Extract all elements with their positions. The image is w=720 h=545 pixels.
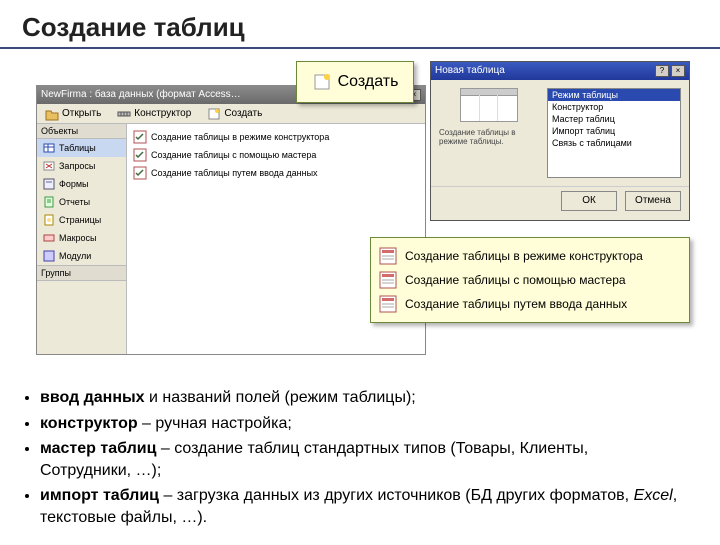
- design-label: Конструктор: [134, 108, 191, 119]
- ok-button[interactable]: ОК: [561, 191, 617, 211]
- nav-item-label: Запросы: [59, 161, 95, 171]
- nav-item-macro[interactable]: Макросы: [37, 229, 126, 247]
- wizard-icon: [133, 166, 147, 180]
- bullet-3: импорт таблиц – загрузка данных из други…: [40, 485, 680, 528]
- nav-item-form[interactable]: Формы: [37, 175, 126, 193]
- open-button[interactable]: Открыть: [41, 105, 105, 123]
- highlight-option-label: Создание таблицы с помощью мастера: [405, 273, 626, 287]
- bullet-0: ввод данных и названий полей (режим табл…: [40, 387, 680, 409]
- open-icon: [45, 107, 59, 121]
- report-icon: [43, 196, 55, 208]
- nav-item-label: Отчеты: [59, 197, 90, 207]
- nav-item-label: Таблицы: [59, 143, 96, 153]
- highlight-option-label: Создание таблицы путем ввода данных: [405, 297, 627, 311]
- open-label: Открыть: [62, 108, 101, 119]
- dialog-list[interactable]: Режим таблицыКонструкторМастер таблицИмп…: [547, 88, 681, 178]
- dialog-list-item-0[interactable]: Режим таблицы: [548, 89, 680, 101]
- nav-header: Объекты: [37, 124, 126, 139]
- create-option-2[interactable]: Создание таблицы путем ввода данных: [131, 164, 421, 182]
- dialog-preview: Создание таблицы в режиме таблицы.: [439, 88, 539, 178]
- highlight-options: Создание таблицы в режиме конструктора Со…: [370, 237, 690, 323]
- highlight-option-2: Создание таблицы путем ввода данных: [375, 292, 685, 316]
- highlight-create: Создать: [296, 61, 414, 103]
- design-button[interactable]: Конструктор: [113, 105, 195, 123]
- dialog-list-item-2[interactable]: Мастер таблиц: [548, 113, 680, 125]
- bullet-2: мастер таблиц – создание таблиц стандарт…: [40, 438, 680, 481]
- dialog-list-item-3[interactable]: Импорт таблиц: [548, 125, 680, 137]
- canvas: NewFirma : база данных (формат Access… _…: [0, 57, 720, 367]
- create-option-label: Создание таблицы путем ввода данных: [151, 168, 318, 178]
- macro-icon: [43, 232, 55, 244]
- highlight-create-label: Создать: [338, 73, 399, 91]
- nav-item-page[interactable]: Страницы: [37, 211, 126, 229]
- highlight-option-label: Создание таблицы в режиме конструктора: [405, 249, 643, 263]
- dialog-title: Новая таблица: [435, 64, 505, 78]
- nav-item-report[interactable]: Отчеты: [37, 193, 126, 211]
- create-option-1[interactable]: Создание таблицы с помощью мастера: [131, 146, 421, 164]
- new-icon: [207, 107, 221, 121]
- nav-item-label: Страницы: [59, 215, 101, 225]
- highlight-option-0: Создание таблицы в режиме конструктора: [375, 244, 685, 268]
- db-toolbar: Открыть Конструктор Создать: [37, 104, 425, 124]
- dialog-list-item-4[interactable]: Связь с таблицами: [548, 137, 680, 149]
- new-table-dialog: Новая таблица ? × Создание таблицы в реж…: [430, 61, 690, 221]
- table-icon: [379, 247, 397, 265]
- create-option-label: Создание таблицы в режиме конструктора: [151, 132, 329, 142]
- nav-footer: Группы: [37, 265, 126, 281]
- grid-icon: [460, 88, 518, 122]
- dialog-close-button[interactable]: ×: [671, 65, 685, 77]
- form-icon: [43, 178, 55, 190]
- create-button[interactable]: Создать: [203, 105, 266, 123]
- wizard-icon: [133, 130, 147, 144]
- create-label: Создать: [224, 108, 262, 119]
- create-option-label: Создание таблицы с помощью мастера: [151, 150, 316, 160]
- dialog-list-item-1[interactable]: Конструктор: [548, 101, 680, 113]
- table-icon: [43, 142, 55, 154]
- bullet-1: конструктор – ручная настройка;: [40, 413, 680, 435]
- wizard-icon: [133, 148, 147, 162]
- nav-item-label: Макросы: [59, 233, 97, 243]
- highlight-option-1: Создание таблицы с помощью мастера: [375, 268, 685, 292]
- dialog-description: Создание таблицы в режиме таблицы.: [439, 128, 539, 146]
- ruler-icon: [117, 107, 131, 121]
- page-icon: [43, 214, 55, 226]
- cancel-button[interactable]: Отмена: [625, 191, 681, 211]
- slide-title: Создание таблиц: [0, 0, 720, 49]
- sparkle-icon: [312, 72, 332, 92]
- nav-item-label: Модули: [59, 251, 91, 261]
- create-option-0[interactable]: Создание таблицы в режиме конструктора: [131, 128, 421, 146]
- db-window-title: NewFirma : база данных (формат Access…: [41, 88, 241, 102]
- query-icon: [43, 160, 55, 172]
- dialog-titlebar: Новая таблица ? ×: [431, 62, 689, 80]
- nav-item-label: Формы: [59, 179, 89, 189]
- table-icon: [379, 271, 397, 289]
- nav-item-query[interactable]: Запросы: [37, 157, 126, 175]
- database-window: NewFirma : база данных (формат Access… _…: [36, 85, 426, 355]
- help-button[interactable]: ?: [655, 65, 669, 77]
- bullet-list: ввод данных и названий полей (режим табл…: [0, 383, 720, 545]
- nav-panel: Объекты Таблицы Запросы Формы Отчеты Страниц…: [37, 124, 127, 354]
- dialog-winbtns: ? ×: [655, 65, 685, 77]
- module-icon: [43, 250, 55, 262]
- table-icon: [379, 295, 397, 313]
- nav-item-module[interactable]: Модули: [37, 247, 126, 265]
- nav-item-table[interactable]: Таблицы: [37, 139, 126, 157]
